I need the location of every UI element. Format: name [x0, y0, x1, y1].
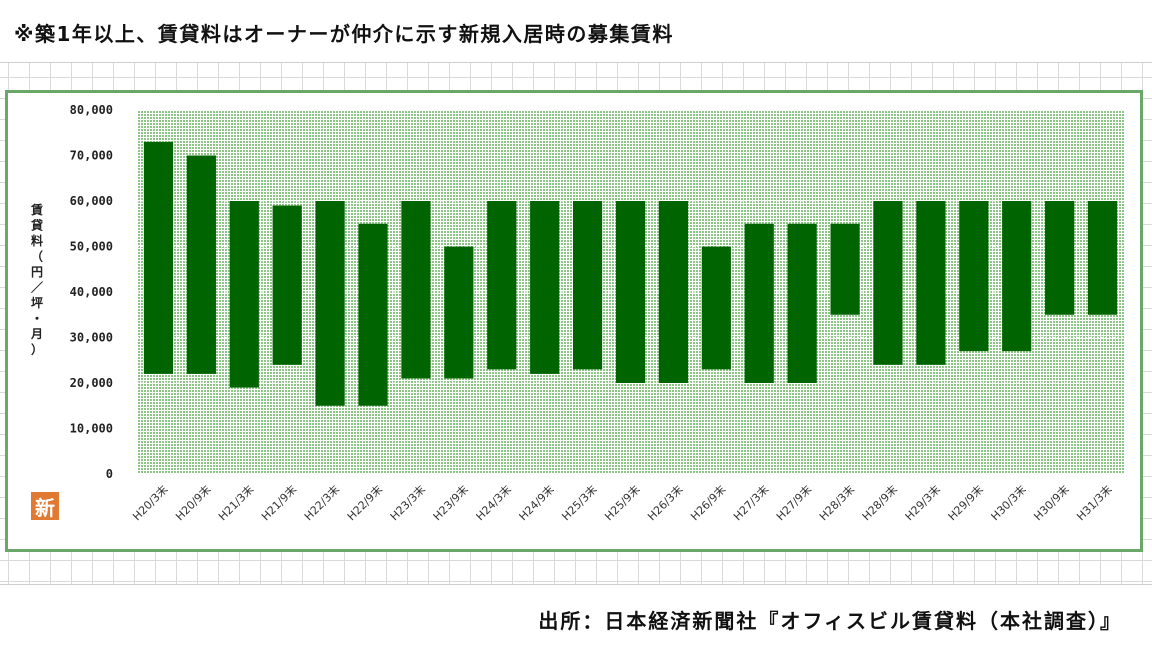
x-tick-label: H20/3末 [130, 482, 171, 523]
x-tick-label: H25/9末 [602, 482, 643, 523]
y-tick-label: 60,000 [70, 194, 113, 208]
range-bar [787, 223, 817, 383]
x-tick-label: H26/3末 [645, 482, 686, 523]
range-bar [1087, 201, 1118, 315]
range-bar [272, 205, 302, 365]
range-bar [959, 201, 989, 352]
range-bar [444, 246, 474, 379]
x-tick-label: H23/3末 [387, 482, 428, 523]
y-tick-label: 0 [106, 467, 113, 481]
x-tick-label: H31/3末 [1074, 482, 1115, 523]
range-bar [916, 201, 946, 365]
x-tick-label: H27/3末 [730, 482, 771, 523]
x-tick-label: H21/9末 [258, 482, 299, 523]
x-tick-label: H24/9末 [516, 482, 557, 523]
nikkei-logo-icon: 新 [31, 492, 59, 520]
x-tick-label: H28/3末 [816, 482, 857, 523]
range-bar [487, 201, 517, 370]
range-bar [1002, 201, 1032, 352]
range-bar [873, 201, 903, 365]
range-bar [143, 141, 174, 374]
header-note: ※築1年以上、賃貸料はオーナーが仲介に示す新規入居時の募集賃料 [14, 22, 674, 46]
x-tick-label: H29/3末 [902, 482, 943, 523]
range-bar [701, 246, 731, 370]
header-note-bar: ※築1年以上、賃貸料はオーナーが仲介に示す新規入居時の募集賃料 [0, 0, 1152, 63]
y-tick-label: 80,000 [70, 103, 113, 117]
x-tick-label: H22/3末 [301, 482, 342, 523]
range-bar [229, 201, 259, 388]
y-tick-label: 40,000 [70, 285, 113, 299]
y-tick-label: 70,000 [70, 149, 113, 163]
x-tick-label: H26/9末 [687, 482, 728, 523]
range-bar [658, 201, 689, 383]
y-tick-label: 50,000 [70, 240, 113, 254]
x-tick-label: H23/9末 [430, 482, 471, 523]
x-tick-labels: H20/3末 H20/9末 H21/3末 H21/9末 H22/3末 H22/9末 H23/… [130, 482, 1115, 523]
range-bar [530, 201, 560, 374]
x-tick-label: H27/9末 [773, 482, 814, 523]
x-tick-label: H25/3末 [559, 482, 600, 523]
range-bar [572, 201, 603, 370]
range-bar [830, 223, 860, 315]
x-tick-label: H24/3末 [473, 482, 514, 523]
x-tick-label: H21/3末 [215, 482, 256, 523]
range-bar [315, 201, 345, 406]
x-tick-label: H28/9末 [859, 482, 900, 523]
range-bar [401, 201, 431, 379]
range-bar [744, 223, 774, 383]
range-bar [615, 201, 646, 383]
y-tick-label: 10,000 [70, 422, 113, 436]
x-tick-label: H30/3末 [988, 482, 1029, 523]
bars [143, 141, 1118, 406]
y-tick-labels: 0 10,000 20,000 30,000 40,000 50,000 60,000 70,… [70, 103, 113, 481]
x-tick-label: H29/9末 [945, 482, 986, 523]
source-credit: 出所：日本経済新聞社『オフィスビル賃貸料（本社調査）』 [538, 609, 1122, 633]
y-tick-label: 30,000 [70, 331, 113, 345]
range-bar [1045, 201, 1075, 315]
y-axis-title: 賃貸料（円／坪・月） [30, 202, 43, 357]
y-tick-label: 20,000 [70, 376, 113, 390]
footer-bar: 出所：日本経済新聞社『オフィスビル賃貸料（本社調査）』 [0, 584, 1152, 649]
x-tick-label: H22/9末 [344, 482, 385, 523]
x-tick-label: H30/9末 [1031, 482, 1072, 523]
range-bar [186, 155, 216, 374]
range-bar [358, 223, 388, 406]
x-tick-label: H20/9末 [172, 482, 213, 523]
